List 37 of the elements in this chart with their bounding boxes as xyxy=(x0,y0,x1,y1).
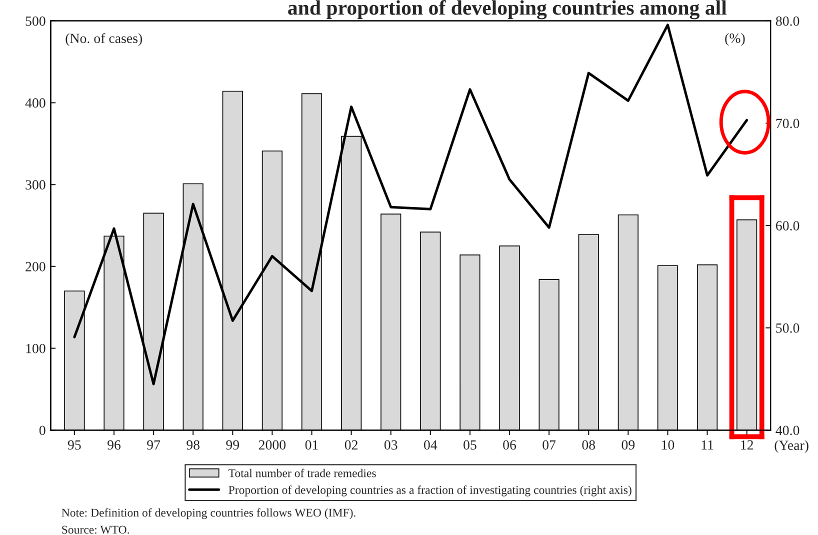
y-tick-label: 200 xyxy=(26,262,46,272)
x-tick-label: 95 xyxy=(68,440,81,450)
text: Note: Definition of developing countries follows WEO (IMF). xyxy=(62,508,356,520)
x-tick-label: 98 xyxy=(186,440,200,450)
y-tick-label: 400 xyxy=(25,98,46,108)
y2-tick-label: 60.0 xyxy=(776,221,800,231)
x-tick-label: 96 xyxy=(108,440,121,450)
legend-label: Total number of trade remedies xyxy=(228,468,376,478)
y2-axis-title: (%) xyxy=(725,33,745,46)
y-axis-title: (No. of cases) xyxy=(66,33,142,46)
y2-tick-label: 40.0 xyxy=(776,426,800,436)
x-tick-label: 05 xyxy=(464,440,476,450)
y2-tick-label: 70.0 xyxy=(776,118,800,128)
x-tick-label: 12 xyxy=(741,440,754,450)
x-tick-label: 97 xyxy=(147,440,160,450)
x-tick-label: 09 xyxy=(622,440,635,450)
source-note: Source: WTO. xyxy=(62,526,130,534)
legend-label: Proportion of developing countries as a fraction of investigating countries (right axis) xyxy=(228,486,632,496)
x-tick-label: 02 xyxy=(344,440,358,450)
y-tick-label: 300 xyxy=(26,180,46,190)
x-tick-label: 2000 xyxy=(258,440,286,450)
x-tick-label: 03 xyxy=(384,440,398,450)
x-tick-label: 11 xyxy=(702,440,714,450)
x-tick-label: 08 xyxy=(582,440,596,450)
x-tick-label: 04 xyxy=(424,440,438,450)
x-tick-label: 07 xyxy=(542,440,556,450)
chart-title: and proportion of developing countries among all xyxy=(288,0,727,20)
x-tick-label: 99 xyxy=(226,440,240,450)
y-tick-label: 100 xyxy=(26,344,46,354)
x-tick-label: 10 xyxy=(662,440,674,450)
x-tick-label: 06 xyxy=(503,440,516,450)
x-axis-title: (Year) xyxy=(774,440,808,453)
y-tick-label: 0 xyxy=(39,426,46,436)
x-tick-label: 01 xyxy=(305,440,318,450)
y2-tick-label: 50.0 xyxy=(776,323,800,333)
y2-tick-label: 80.0 xyxy=(776,16,800,26)
y-tick-label: 500 xyxy=(26,16,46,26)
